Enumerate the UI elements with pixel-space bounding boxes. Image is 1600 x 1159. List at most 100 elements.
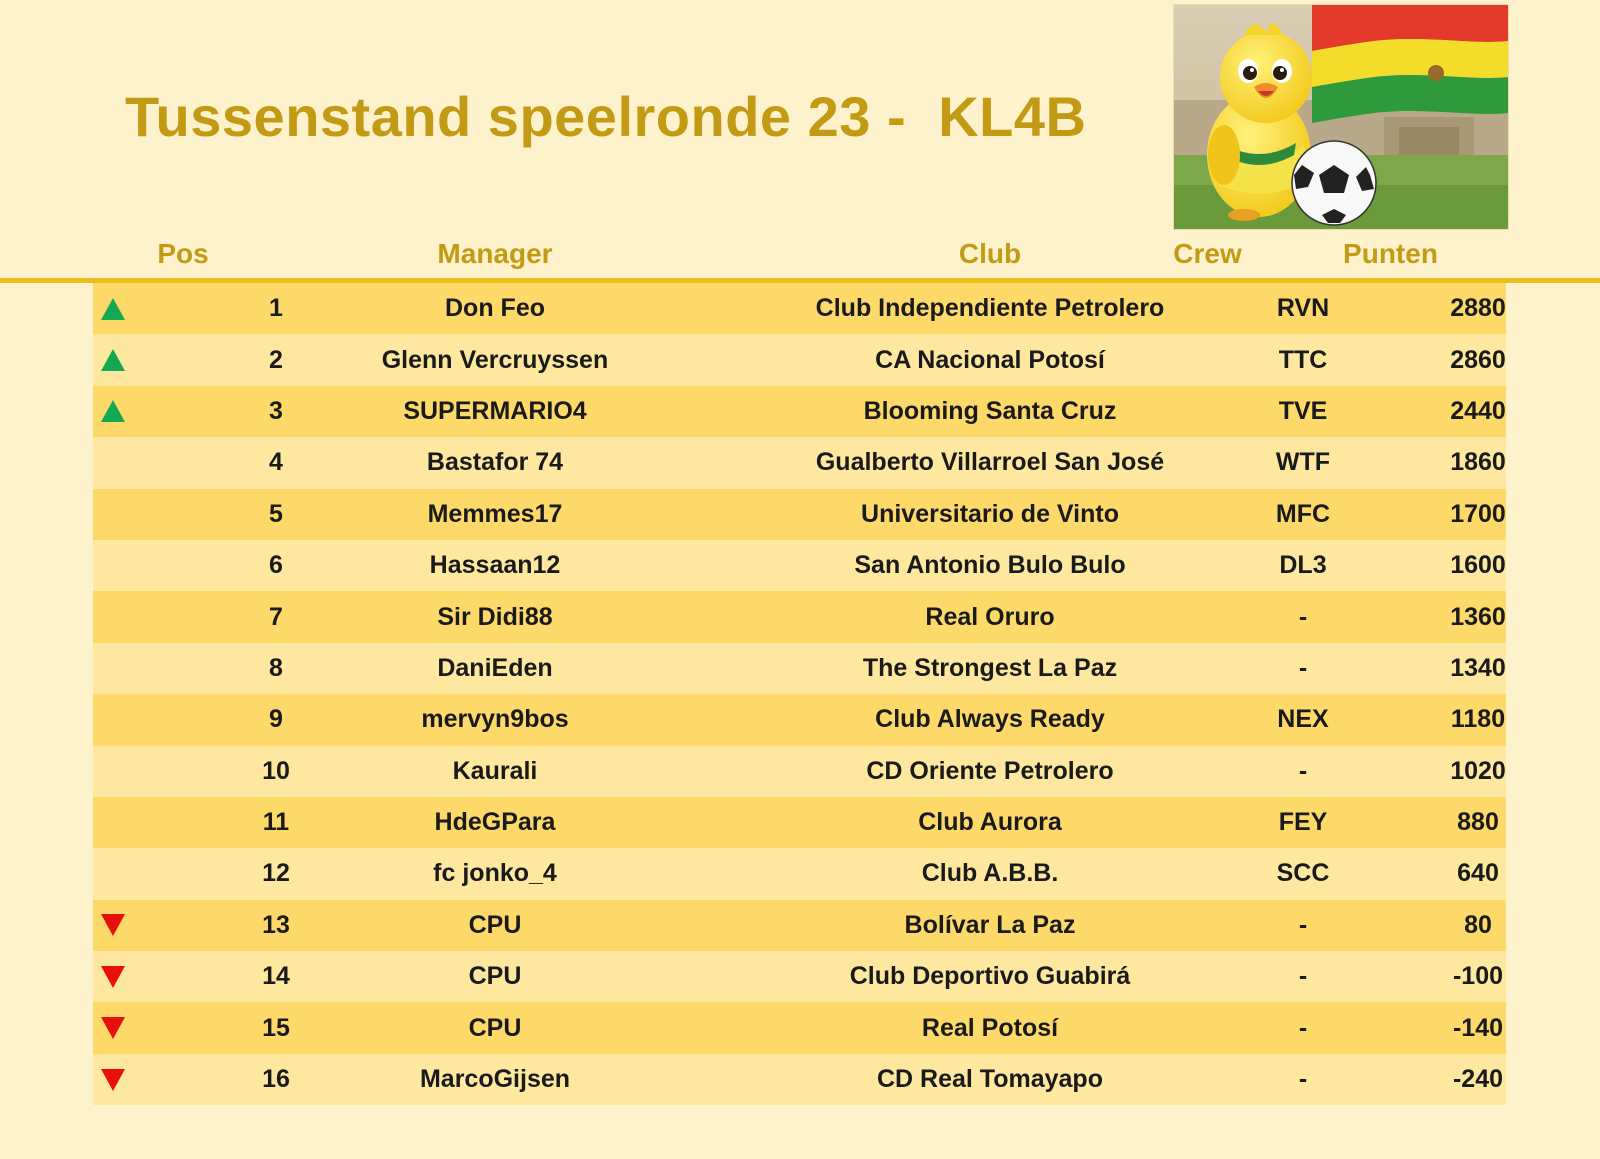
table-row: 11 HdeGPara Club Aurora FEY 880 — [93, 796, 1506, 849]
club-cell: Bolívar La Paz — [904, 910, 1076, 939]
trend-empty — [93, 591, 133, 642]
table-row: 4 Bastafor 74 Gualberto Villarroel San Jos… — [93, 437, 1506, 489]
column-header-club: Club — [958, 238, 1022, 269]
position-cell: 1 — [269, 294, 283, 323]
position-cell: 8 — [269, 653, 283, 682]
points-cell: -240 — [1452, 1065, 1504, 1094]
position-cell: 2 — [269, 345, 283, 374]
trend-down-icon — [93, 1002, 133, 1053]
standings-table: 1 Don Feo Club Independiente Petrolero RVN 2… — [93, 283, 1506, 1106]
crew-cell: RVN — [1276, 294, 1330, 323]
table-row: 15 CPU Real Potosí - -140 — [93, 1002, 1506, 1054]
table-row: 8 DaniEden The Strongest La Paz - 1340 — [93, 642, 1506, 695]
table-row: 2 Glenn Vercruyssen CA Nacional Potosí TTC 2… — [93, 334, 1506, 386]
points-cell: -140 — [1452, 1013, 1504, 1042]
table-row: 10 Kaurali CD Oriente Petrolero - 1020 — [93, 745, 1506, 797]
trend-empty — [93, 437, 133, 488]
points-cell: 1600 — [1450, 551, 1506, 580]
club-cell: Universitario de Vinto — [861, 499, 1119, 528]
manager-cell: HdeGPara — [434, 808, 556, 837]
crew-cell: DL3 — [1279, 551, 1327, 580]
manager-cell: Don Feo — [445, 294, 545, 323]
trend-empty — [93, 746, 133, 797]
manager-cell: Glenn Vercruyssen — [381, 345, 609, 374]
trend-up-icon — [93, 386, 133, 437]
points-cell: 2440 — [1450, 396, 1506, 425]
table-row: 14 CPU Club Deportivo Guabirá - -100 — [93, 951, 1506, 1003]
crew-cell: - — [1298, 602, 1308, 631]
club-cell: CD Oriente Petrolero — [866, 756, 1114, 785]
points-cell: 1020 — [1450, 756, 1506, 785]
manager-cell: Hassaan12 — [429, 551, 561, 580]
club-cell: Blooming Santa Cruz — [863, 396, 1117, 425]
arrow-down-icon — [101, 1017, 125, 1040]
club-cell: CA Nacional Potosí — [875, 345, 1105, 374]
column-header-crew: Crew — [1173, 238, 1242, 269]
arrow-down-icon — [101, 914, 125, 937]
arrow-up-icon — [101, 297, 125, 320]
trend-empty — [93, 694, 133, 745]
position-cell: 10 — [262, 756, 290, 785]
points-cell: 1340 — [1450, 653, 1506, 682]
table-row: 13 CPU Bolívar La Paz - 80 — [93, 899, 1506, 952]
manager-cell: mervyn9bos — [421, 705, 569, 734]
position-cell: 15 — [262, 1013, 290, 1042]
manager-cell: Kaurali — [452, 756, 538, 785]
club-cell: Real Oruro — [925, 602, 1055, 631]
column-header-points: Punten — [1343, 238, 1438, 269]
trend-down-icon — [93, 900, 133, 951]
manager-cell: MarcoGijsen — [419, 1065, 571, 1094]
trend-empty — [93, 848, 133, 899]
crew-cell: - — [1298, 910, 1308, 939]
arrow-up-icon — [101, 400, 125, 423]
position-cell: 16 — [262, 1065, 290, 1094]
points-cell: 2860 — [1450, 345, 1506, 374]
club-cell: Club Aurora — [918, 808, 1062, 837]
crew-cell: - — [1298, 1013, 1308, 1042]
position-cell: 13 — [262, 910, 290, 939]
manager-cell: Sir Didi88 — [437, 602, 553, 631]
trend-empty — [93, 540, 133, 591]
points-cell: -100 — [1452, 962, 1504, 991]
table-row: 16 MarcoGijsen CD Real Tomayapo - -240 — [93, 1053, 1506, 1106]
trend-down-icon — [93, 951, 133, 1002]
position-cell: 4 — [269, 448, 283, 477]
club-cell: Club Deportivo Guabirá — [849, 962, 1131, 991]
points-cell: 1180 — [1450, 705, 1506, 734]
arrow-up-icon — [101, 349, 125, 372]
manager-cell: fc jonko_4 — [433, 859, 557, 888]
table-row: 5 Memmes17 Universitario de Vinto MFC 1700 — [93, 488, 1506, 540]
crew-cell: FEY — [1278, 808, 1328, 837]
table-row: 1 Don Feo Club Independiente Petrolero RVN 2… — [93, 283, 1506, 335]
crew-cell: - — [1298, 653, 1308, 682]
header-divider — [0, 278, 1600, 283]
crew-cell: SCC — [1276, 859, 1330, 888]
trend-up-icon — [93, 283, 133, 334]
position-cell: 5 — [269, 499, 283, 528]
column-header-pos: Pos — [157, 238, 209, 269]
canary-mascot-icon — [1174, 5, 1508, 229]
points-cell: 2880 — [1450, 294, 1506, 323]
position-cell: 9 — [269, 705, 283, 734]
points-cell: 880 — [1457, 808, 1499, 837]
crew-cell: WTF — [1275, 448, 1331, 477]
manager-cell: Bastafor 74 — [426, 448, 564, 477]
points-cell: 1700 — [1450, 499, 1506, 528]
arrow-down-icon — [101, 965, 125, 988]
club-cell: Gualberto Villarroel San José — [815, 448, 1165, 477]
trend-empty — [93, 797, 133, 848]
points-cell: 80 — [1464, 910, 1492, 939]
club-cell: Club Independiente Petrolero — [815, 294, 1165, 323]
column-header-manager: Manager — [437, 238, 553, 269]
club-cell: The Strongest La Paz — [862, 653, 1118, 682]
table-row: 12 fc jonko_4 Club A.B.B. SCC 640 — [93, 848, 1506, 900]
trend-empty — [93, 643, 133, 694]
mascot-illustration — [1173, 4, 1509, 230]
manager-cell: CPU — [468, 962, 522, 991]
crew-cell: - — [1298, 962, 1308, 991]
table-row: 7 Sir Didi88 Real Oruro - 1360 — [93, 591, 1506, 643]
manager-cell: CPU — [468, 910, 522, 939]
position-cell: 3 — [269, 396, 283, 425]
trend-up-icon — [93, 334, 133, 385]
manager-cell: CPU — [468, 1013, 522, 1042]
